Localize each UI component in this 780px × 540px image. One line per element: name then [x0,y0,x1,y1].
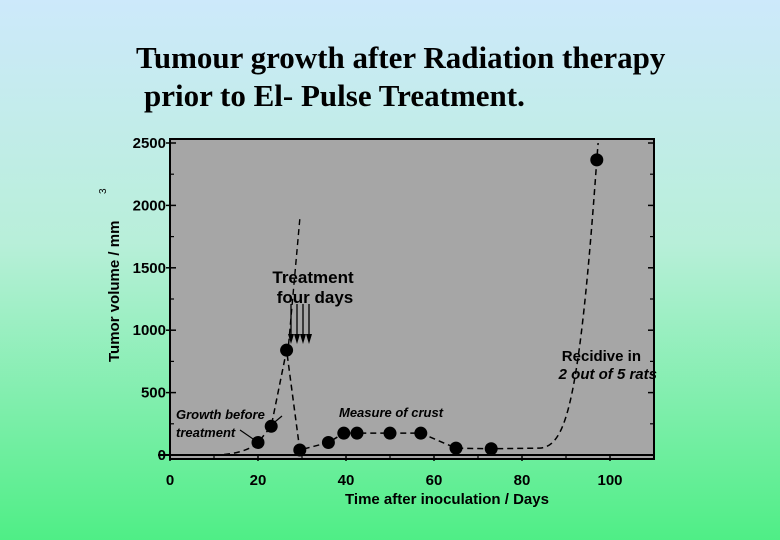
data-point [590,153,604,167]
growth-label-line-1: Growth before [176,407,265,422]
data-point [484,442,498,456]
recidive-annotation: Recidive in 2 out of 5 rats [558,348,657,383]
data-point [383,426,397,440]
crust-label: Measure of crust [339,405,444,420]
y-axis-label-group: Tumor volume / mm 3 [98,188,123,362]
y-tick-label: 1500 [133,260,166,277]
recidive-label-line-1: Recidive in [562,348,641,365]
treatment-label-line-1: Treatment [272,268,354,287]
y-tick-label: 2000 [133,197,166,214]
growth-pointer-2 [269,415,283,427]
treatment-arrow-head [300,334,306,344]
treatment-label-line-2: four days [277,288,354,307]
growth-annotation: Growth before treatment [176,407,283,442]
y-tick-label: 1000 [133,322,166,339]
trend-curve [213,142,599,456]
x-axis-label: Time after inoculation / Days [345,491,549,508]
treatment-arrow-head [294,334,300,344]
treatment-arrows [287,219,312,345]
x-tick-label: 0 [166,472,174,489]
data-point [350,426,364,440]
treatment-arrow-head [306,334,312,344]
data-point [293,443,307,457]
y-axis-label: Tumor volume / mm [106,221,123,362]
data-point [321,436,335,450]
x-tick-label: 40 [338,472,355,489]
chart-title-line-1: Tumour growth after Radiation therapy [136,40,666,75]
treatment-arrow-head [288,334,294,344]
growth-label-line-2: treatment [176,425,236,440]
x-axis: 0 20 40 60 80 100 [158,454,654,489]
x-tick-label: 20 [250,472,267,489]
x-tick-label: 100 [597,472,622,489]
data-point [337,426,351,440]
recidive-label-line-2: 2 out of 5 rats [558,366,657,383]
y-tick-label: 2500 [133,135,166,152]
data-point [280,343,294,357]
growth-pointer-1 [239,429,257,442]
chart-title-line-2: prior to El- Pulse Treatment. [144,78,525,113]
y-axis-label-superscript: 3 [98,188,109,194]
data-point [414,426,428,440]
y-tick-label: 500 [141,385,166,402]
crust-annotation: Measure of crust [339,405,444,420]
plot-area [169,138,655,460]
data-point [251,436,265,450]
data-point [449,441,463,455]
x-tick-label: 80 [514,472,531,489]
treatment-annotation: Treatment four days [272,219,354,345]
x-tick-label: 60 [426,472,443,489]
